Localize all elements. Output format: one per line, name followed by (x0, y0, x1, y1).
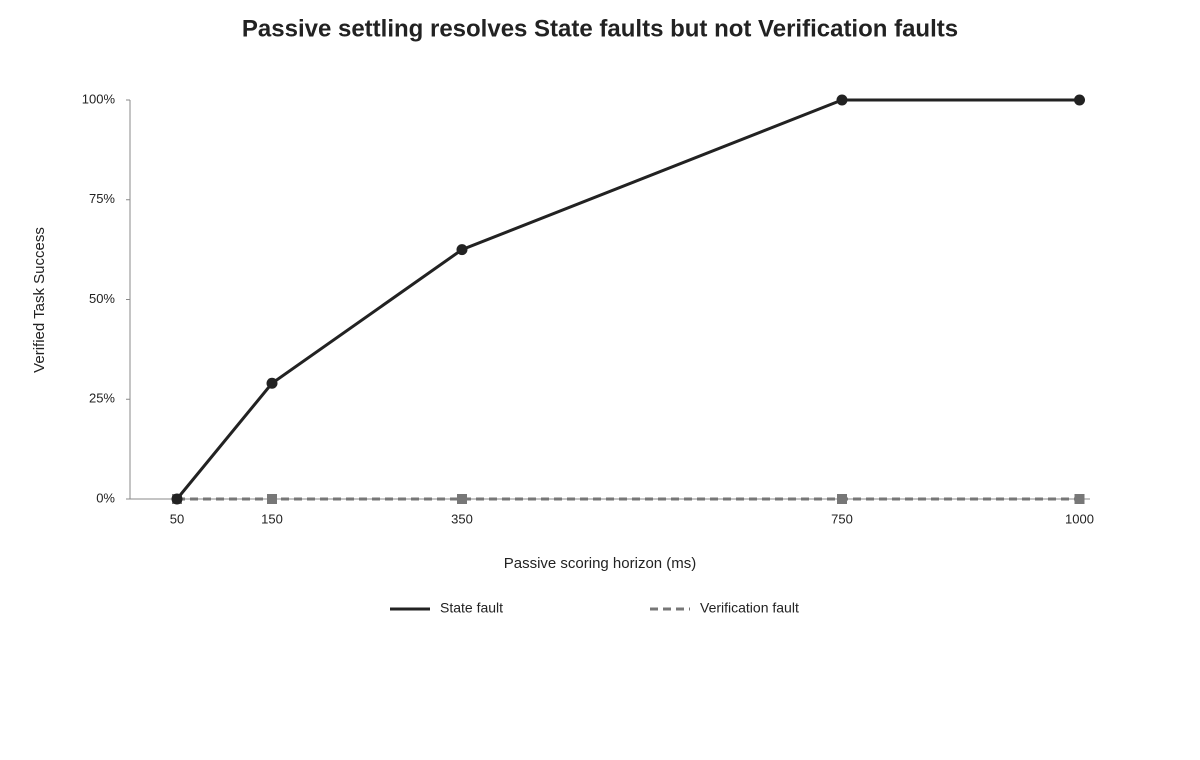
y-tick-label: 0% (96, 490, 115, 505)
point (457, 494, 467, 504)
point (1074, 94, 1085, 106)
x-tick-label: 350 (451, 511, 473, 526)
x-tick-label: 150 (261, 511, 283, 526)
y-tick-label: 25% (89, 391, 115, 406)
point (1074, 494, 1085, 504)
x-tick-label: 1000 (1065, 511, 1094, 526)
y-tick-label: 100% (82, 91, 116, 106)
x-tick-label: 750 (831, 511, 853, 526)
legend-label: Verification fault (700, 600, 799, 616)
y-tick-label: 50% (89, 291, 115, 306)
y-axis-label: Verified Task Success (31, 227, 48, 373)
x-axis-label: Passive scoring horizon (ms) (504, 555, 697, 572)
y-tick-label: 75% (89, 191, 115, 206)
x-tick-label: 50 (170, 511, 184, 526)
point (266, 377, 278, 389)
legend-label: State fault (440, 600, 503, 616)
point (267, 494, 277, 504)
point (171, 493, 183, 505)
point (837, 494, 847, 504)
point (836, 94, 848, 106)
point (456, 244, 468, 256)
series-line (175, 98, 1080, 500)
chart-title: Passive settling resolves State faults b… (242, 15, 958, 42)
